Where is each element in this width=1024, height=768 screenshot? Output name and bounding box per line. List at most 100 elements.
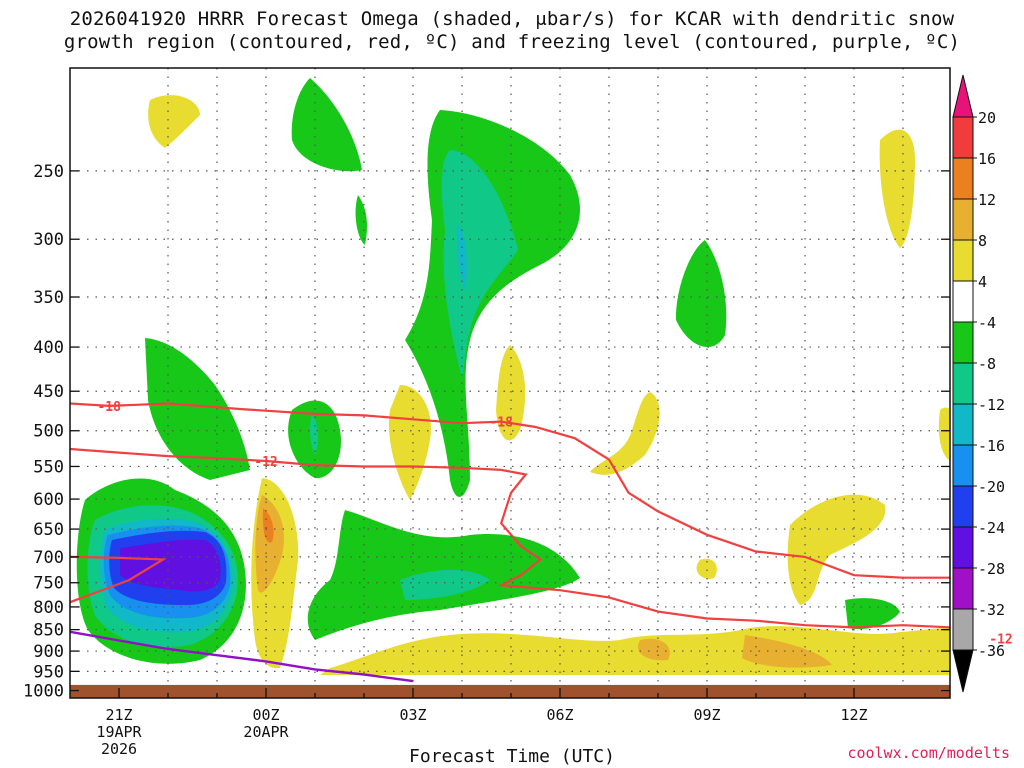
colorbar-label: 20: [978, 109, 996, 127]
omega-region-lowlevel-upper: [145, 338, 250, 480]
colorbar-swatch: [952, 157, 974, 200]
colorbar-label: -12: [978, 396, 1005, 414]
omega-descent-mid-c: [590, 392, 660, 475]
omega-descent-right-mid: [787, 494, 886, 605]
x-tick-label: 03Z: [399, 706, 426, 724]
omega-descent-right-edge: [938, 407, 950, 461]
omega-region-right-a: [675, 240, 727, 347]
y-axis: 2503003504004505005506006507007508008509…: [23, 162, 950, 702]
red-contour-line: [70, 447, 950, 629]
colorbar-label: -8: [978, 355, 996, 373]
ground-fill: [70, 684, 950, 698]
red-contour-line: [70, 402, 950, 579]
red-contour-label: -12: [254, 455, 277, 470]
x-tick-label: 20APR: [243, 723, 289, 741]
x-axis-title: Forecast Time (UTC): [409, 746, 615, 767]
purple-contour-line: [70, 630, 414, 683]
colorbar-label: -16: [978, 437, 1005, 455]
ground-below-surface: [70, 684, 950, 698]
colorbar: 20 16 12 8 4 -4 -8 -12 -16 -20 -24 -28 -32 -36: [952, 74, 1005, 693]
colorbar-swatch: [952, 567, 974, 610]
colorbar-label: 12: [978, 191, 996, 209]
colorbar-bottom-triangle: [952, 649, 974, 693]
y-tick-label: 400: [33, 338, 64, 358]
credit-text: coolwx.com/modelts: [847, 744, 1010, 762]
omega-region-midlevel-d-cyan: [457, 225, 468, 290]
x-tick-label: 06Z: [546, 706, 573, 724]
y-tick-label: 500: [33, 422, 64, 442]
y-tick-label: 650: [33, 520, 64, 540]
dendritic-growth-contours: -18 -12 -18 -12: [70, 400, 1013, 647]
grid-lines: [70, 68, 950, 698]
omega-descent-lowlevel-band-orange-a: [638, 638, 670, 661]
colorbar-label: 16: [978, 150, 996, 168]
colorbar-label: -4: [978, 314, 996, 332]
x-tick-label: 12Z: [840, 706, 867, 724]
y-tick-label: 550: [33, 457, 64, 477]
x-tick-label: 00Z: [252, 706, 279, 724]
chart-title-line-1: 2026041920 HRRR Forecast Omega (shaded, …: [69, 8, 955, 30]
omega-region-midlevel-a: [291, 78, 362, 172]
colorbar-swatch: [952, 485, 974, 528]
colorbar-top-triangle: [952, 74, 974, 118]
red-contour-line: [70, 555, 167, 604]
colorbar-label: -36: [978, 642, 1005, 660]
omega-region-lowlevel-purple: [120, 539, 221, 592]
colorbar-label: 8: [978, 232, 987, 250]
colorbar-label: -24: [978, 519, 1005, 537]
y-tick-label: 950: [33, 662, 64, 682]
colorbar-swatch: [952, 198, 974, 241]
colorbar-swatch: [952, 280, 974, 323]
colorbar-label: -32: [978, 601, 1005, 619]
x-tick-label: 19APR: [96, 723, 142, 741]
omega-descent-mid-a: [388, 385, 431, 500]
omega-descent-lowlevel-left-darkorange: [262, 508, 274, 543]
freezing-level-contour: [70, 630, 414, 683]
red-contour-label: -18: [489, 416, 513, 431]
colorbar-swatch: [952, 239, 974, 282]
x-tick-label: 2026: [101, 740, 137, 758]
omega-region-right-b: [845, 598, 900, 630]
y-tick-label: 800: [33, 598, 64, 618]
omega-region-midlevel-b: [355, 195, 368, 245]
y-tick-label: 700: [33, 548, 64, 568]
omega-shaded-field: [76, 78, 950, 675]
omega-descent-lowlevel-band-orange-b: [742, 635, 832, 668]
y-tick-label: 450: [33, 382, 64, 402]
colorbar-swatch: [952, 444, 974, 487]
omega-region-midlevel-d: [405, 110, 580, 497]
y-tick-label: 900: [33, 642, 64, 662]
colorbar-label: 4: [978, 273, 987, 291]
omega-region-lowlevel-e-teal: [400, 569, 490, 600]
x-tick-label: 21Z: [105, 706, 132, 724]
colorbar-swatch: [952, 321, 974, 364]
colorbar-label: -28: [978, 560, 1005, 578]
y-tick-label: 300: [33, 230, 64, 250]
omega-descent-right-upper: [879, 129, 915, 248]
y-tick-label: 1000: [23, 682, 64, 702]
chart-title-line-2: growth region (contoured, red, ºC) and f…: [63, 31, 961, 53]
y-tick-label: 850: [33, 621, 64, 641]
colorbar-swatch: [952, 526, 974, 569]
omega-region-teal-spot: [309, 415, 318, 455]
y-tick-label: 750: [33, 574, 64, 594]
omega-descent-upper-left: [148, 95, 200, 148]
colorbar-label: -20: [978, 478, 1005, 496]
y-tick-label: 600: [33, 490, 64, 510]
omega-descent-lowlevel-left-orange: [255, 495, 284, 593]
omega-descent-small-spot: [696, 558, 717, 579]
colorbar-swatch: [952, 403, 974, 446]
colorbar-swatch: [952, 116, 974, 159]
colorbar-swatch: [952, 608, 974, 651]
plot-frame: [69, 67, 951, 699]
y-tick-label: 250: [33, 162, 64, 182]
red-contour-label: -12: [989, 632, 1012, 647]
red-contour-label: -18: [97, 400, 121, 415]
colorbar-swatch: [952, 362, 974, 405]
omega-descent-mid-b: [496, 345, 526, 441]
x-tick-label: 09Z: [693, 706, 720, 724]
y-tick-label: 350: [33, 288, 64, 308]
omega-region-midlevel-d-teal: [441, 150, 518, 377]
